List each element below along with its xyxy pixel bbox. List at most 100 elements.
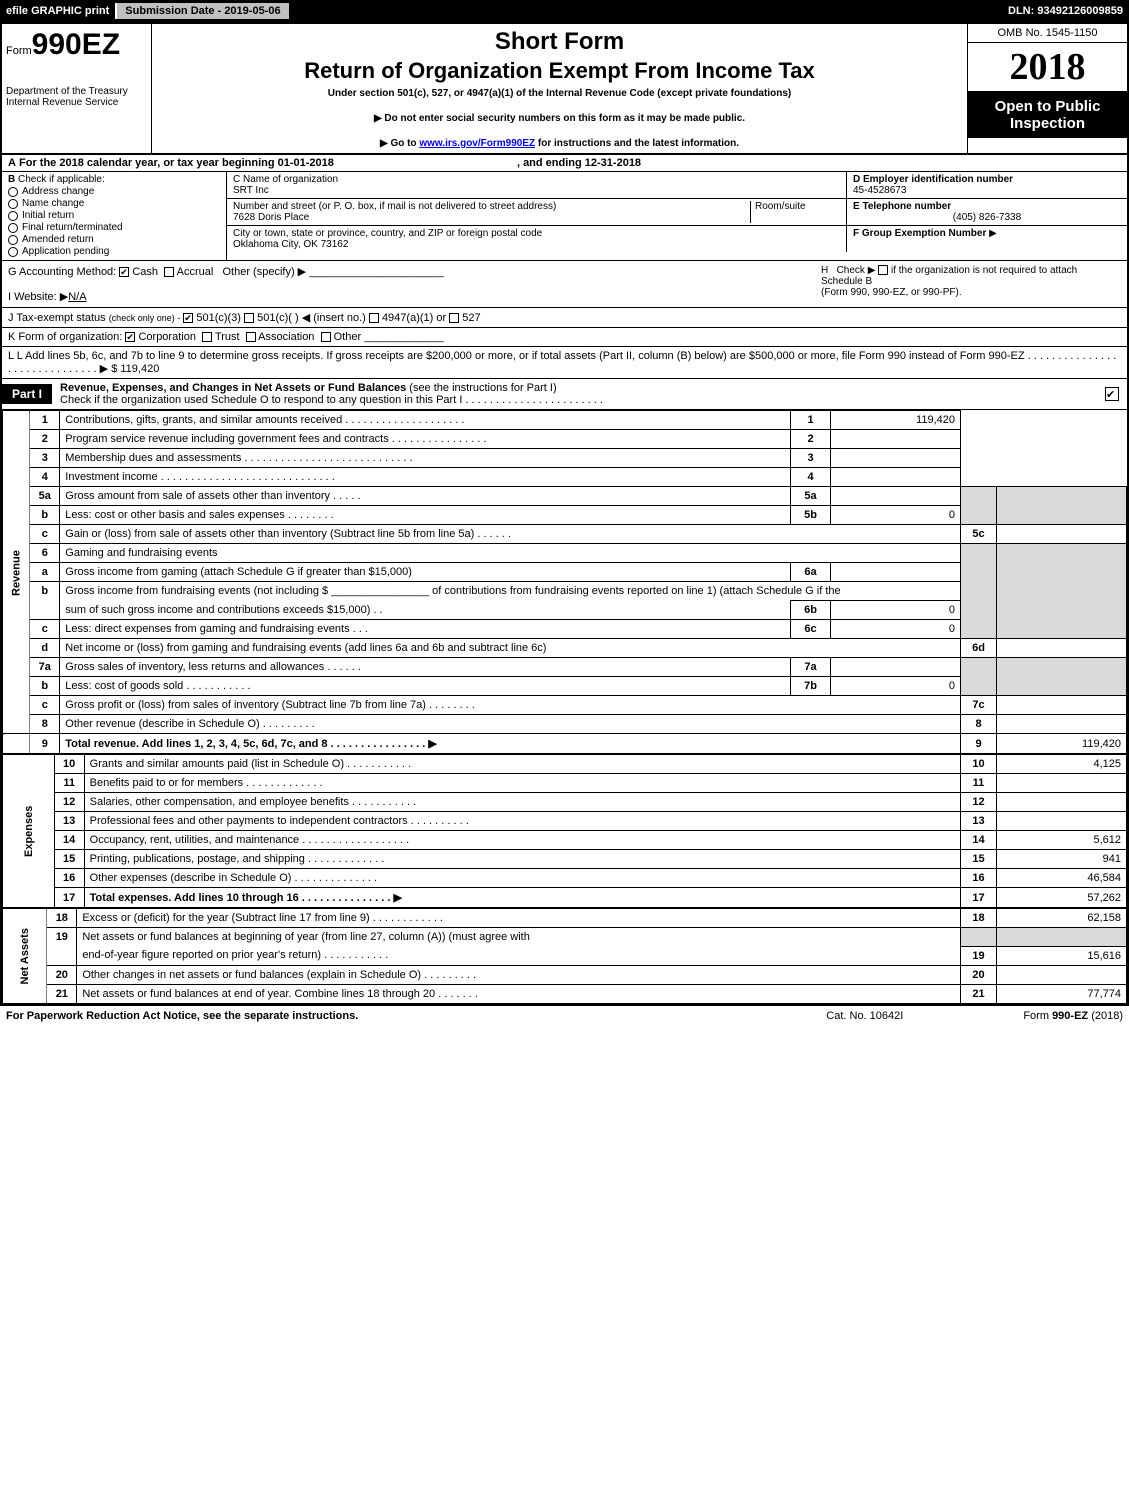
street-value: 7628 Doris Place bbox=[233, 212, 309, 223]
row-amt: 941 bbox=[997, 850, 1127, 869]
box-c-city: City or town, state or province, country… bbox=[227, 226, 847, 252]
row-desc: Total revenue. Add lines 1, 2, 3, 4, 5c,… bbox=[60, 734, 961, 754]
checkbox-icon[interactable] bbox=[878, 265, 888, 275]
dept-line1: Department of the Treasury bbox=[6, 86, 128, 97]
chk-label: Amended return bbox=[22, 234, 94, 245]
line-g-label: G Accounting Method: bbox=[8, 266, 116, 278]
row-amt: 5,612 bbox=[997, 831, 1127, 850]
cash-opt: Cash bbox=[132, 266, 158, 278]
row-num: 3 bbox=[30, 449, 60, 468]
k-opt1: Trust bbox=[215, 331, 240, 343]
row-num: b bbox=[30, 582, 60, 601]
row-num: b bbox=[30, 506, 60, 525]
part1-header: Part I Revenue, Expenses, and Changes in… bbox=[2, 379, 1127, 410]
section-bcdef: B Check if applicable: Address change Na… bbox=[2, 172, 1127, 261]
row-num: c bbox=[30, 620, 60, 639]
row-amt bbox=[997, 812, 1127, 831]
shade-cell bbox=[997, 544, 1127, 639]
part1-checkbox[interactable]: ✔ bbox=[1105, 387, 1119, 401]
line-a-prefix: A bbox=[8, 157, 16, 169]
row-num: c bbox=[30, 525, 60, 544]
chk-label: Name change bbox=[22, 198, 84, 209]
mid-amt bbox=[831, 563, 961, 582]
irs-link[interactable]: www.irs.gov/Form990EZ bbox=[419, 138, 535, 149]
checkbox-icon[interactable] bbox=[246, 332, 256, 342]
chk-final-return[interactable]: Final return/terminated bbox=[8, 222, 220, 233]
chk-amended-return[interactable]: Amended return bbox=[8, 234, 220, 245]
shade-cell bbox=[997, 487, 1127, 525]
return-title: Return of Organization Exempt From Incom… bbox=[160, 58, 959, 84]
line-a: A For the 2018 calendar year, or tax yea… bbox=[2, 155, 1127, 172]
part1-title: Revenue, Expenses, and Changes in Net As… bbox=[60, 382, 406, 394]
row-box: 19 bbox=[961, 946, 997, 965]
line-a-text: For the 2018 calendar year, or tax year … bbox=[19, 157, 334, 169]
mid-box: 7b bbox=[791, 677, 831, 696]
tax-year: 2018 bbox=[968, 43, 1127, 92]
line-h-label: H bbox=[821, 265, 828, 276]
radio-icon bbox=[8, 235, 18, 245]
checkbox-icon[interactable] bbox=[119, 267, 129, 277]
row-box: 5c bbox=[961, 525, 997, 544]
header-left: Form990EZ Department of the Treasury Int… bbox=[2, 24, 152, 153]
line-k-label: K Form of organization: bbox=[8, 331, 122, 343]
row-desc: Net income or (loss) from gaming and fun… bbox=[60, 639, 961, 658]
checkbox-icon[interactable] bbox=[321, 332, 331, 342]
radio-icon bbox=[8, 211, 18, 221]
department-label: Department of the Treasury Internal Reve… bbox=[6, 86, 147, 108]
city-label: City or town, state or province, country… bbox=[233, 228, 542, 239]
checkbox-icon[interactable] bbox=[164, 267, 174, 277]
chk-name-change[interactable]: Name change bbox=[8, 198, 220, 209]
efile-label: efile GRAPHIC print bbox=[0, 3, 117, 19]
checkbox-icon[interactable] bbox=[183, 313, 193, 323]
form-number: Form990EZ bbox=[6, 28, 147, 62]
checkbox-icon[interactable] bbox=[202, 332, 212, 342]
row-num: a bbox=[30, 563, 60, 582]
row-desc: Program service revenue including govern… bbox=[60, 430, 791, 449]
form-prefix: Form bbox=[6, 45, 32, 57]
row-num: 11 bbox=[54, 774, 84, 793]
row-desc: Other changes in net assets or fund bala… bbox=[77, 965, 961, 984]
row-amt: 57,262 bbox=[997, 888, 1127, 908]
row-desc-bold: Total revenue. Add lines 1, 2, 3, 4, 5c,… bbox=[65, 738, 437, 750]
expenses-side-label: Expenses bbox=[3, 755, 55, 908]
top-bar: efile GRAPHIC print Submission Date - 20… bbox=[0, 0, 1129, 22]
row-amt bbox=[997, 965, 1127, 984]
checkbox-icon[interactable] bbox=[125, 332, 135, 342]
row-box: 11 bbox=[961, 774, 997, 793]
mid-amt: 0 bbox=[831, 620, 961, 639]
header-middle: Short Form Return of Organization Exempt… bbox=[152, 24, 967, 153]
line-gh: G Accounting Method: Cash Accrual Other … bbox=[2, 261, 1127, 308]
row-desc: Excess or (deficit) for the year (Subtra… bbox=[77, 909, 961, 928]
row-desc: Less: direct expenses from gaming and fu… bbox=[60, 620, 791, 639]
line-j: J Tax-exempt status (check only one) - 5… bbox=[2, 308, 1127, 328]
row-desc: Contributions, gifts, grants, and simila… bbox=[60, 411, 791, 430]
chk-address-change[interactable]: Address change bbox=[8, 186, 220, 197]
k-opt2: Association bbox=[258, 331, 314, 343]
mid-box: 5b bbox=[791, 506, 831, 525]
row-box: 17 bbox=[961, 888, 997, 908]
box-b-title: Check if applicable: bbox=[18, 174, 105, 185]
mid-box: 6b bbox=[791, 601, 831, 620]
header-right: OMB No. 1545-1150 2018 Open to Public In… bbox=[967, 24, 1127, 153]
line-i-label: I Website: ▶ bbox=[8, 291, 68, 303]
checkbox-icon[interactable] bbox=[244, 313, 254, 323]
row-num: 19 bbox=[47, 928, 77, 947]
box-e-label: E Telephone number bbox=[853, 201, 951, 212]
line-l-text: L Add lines 5b, 6c, and 7b to line 9 to … bbox=[8, 350, 1116, 375]
row-amt: 15,616 bbox=[997, 946, 1127, 965]
row-num: d bbox=[30, 639, 60, 658]
box-c-label: C bbox=[233, 174, 240, 185]
row-desc: Investment income . . . . . . . . . . . … bbox=[60, 468, 791, 487]
open-to-public: Open to Public Inspection bbox=[968, 92, 1127, 138]
goto-pre: ▶ Go to bbox=[380, 138, 419, 149]
row-amt bbox=[831, 449, 961, 468]
chk-application-pending[interactable]: Application pending bbox=[8, 246, 220, 257]
row-num: 15 bbox=[54, 850, 84, 869]
under-section-text: Under section 501(c), 527, or 4947(a)(1)… bbox=[160, 88, 959, 99]
row-amt: 46,584 bbox=[997, 869, 1127, 888]
checkbox-icon[interactable] bbox=[449, 313, 459, 323]
checkbox-icon[interactable] bbox=[369, 313, 379, 323]
row-desc: Gross sales of inventory, less returns a… bbox=[60, 658, 791, 677]
row-num: 9 bbox=[30, 734, 60, 754]
chk-initial-return[interactable]: Initial return bbox=[8, 210, 220, 221]
